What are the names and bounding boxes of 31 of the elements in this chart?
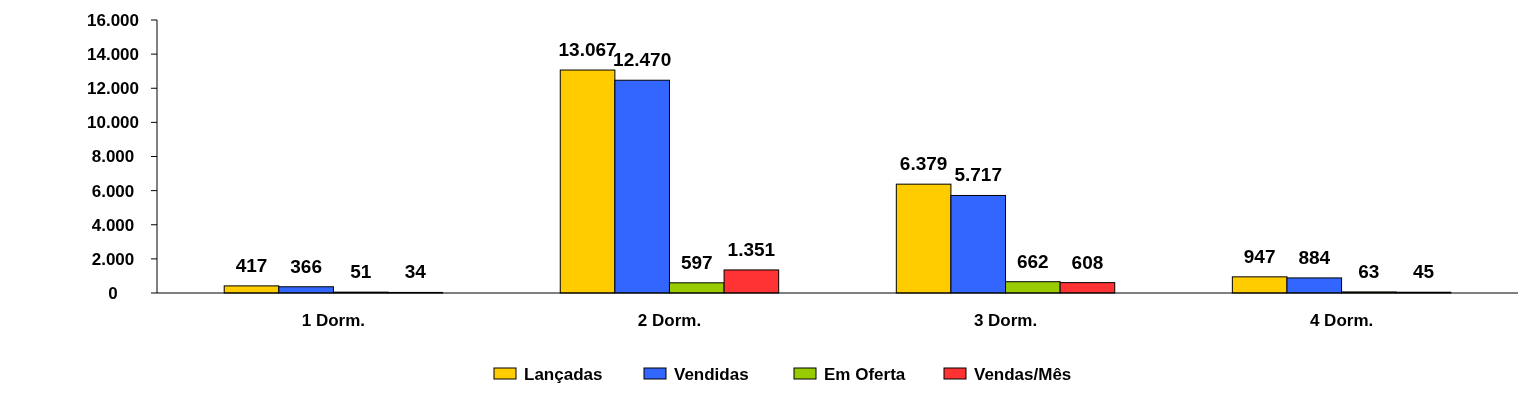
legend-label: Lançadas bbox=[524, 364, 603, 384]
legend-label: Vendas/Mês bbox=[974, 364, 1072, 384]
data-label: 45 bbox=[1412, 261, 1435, 283]
y-tick-label: 6.000 bbox=[91, 181, 135, 201]
y-tick-label: 0 bbox=[108, 283, 118, 303]
data-label: 1.351 bbox=[727, 238, 776, 260]
y-tick-label: 2.000 bbox=[91, 249, 135, 269]
data-label: 884 bbox=[1298, 246, 1331, 268]
y-tick-label: 8.000 bbox=[91, 147, 135, 167]
legend-label: Vendidas bbox=[674, 364, 749, 384]
data-label: 417 bbox=[235, 254, 268, 276]
data-label: 608 bbox=[1071, 251, 1104, 273]
x-tick-label: 3 Dorm. bbox=[973, 310, 1038, 330]
data-label: 5.717 bbox=[954, 164, 1002, 186]
data-label: 51 bbox=[350, 261, 372, 283]
y-tick-label: 10.000 bbox=[87, 113, 139, 133]
legend-label: Em Oferta bbox=[824, 364, 906, 384]
x-tick-label: 2 Dorm. bbox=[637, 310, 702, 330]
data-label: 662 bbox=[1016, 250, 1049, 272]
data-label: 63 bbox=[1358, 260, 1380, 282]
data-label: 366 bbox=[290, 255, 322, 277]
data-label: 947 bbox=[1243, 245, 1276, 267]
x-tick-label: 1 Dorm. bbox=[301, 310, 366, 330]
y-tick-label: 4.000 bbox=[91, 215, 135, 235]
data-label: 6.379 bbox=[899, 153, 948, 175]
data-label: 34 bbox=[404, 261, 427, 283]
x-tick-label: 4 Dorm. bbox=[1309, 310, 1374, 330]
y-tick-label: 14.000 bbox=[87, 45, 139, 65]
y-tick-label: 12.000 bbox=[87, 79, 139, 99]
data-label: 597 bbox=[680, 251, 713, 273]
y-tick-label: 16.000 bbox=[87, 10, 139, 30]
